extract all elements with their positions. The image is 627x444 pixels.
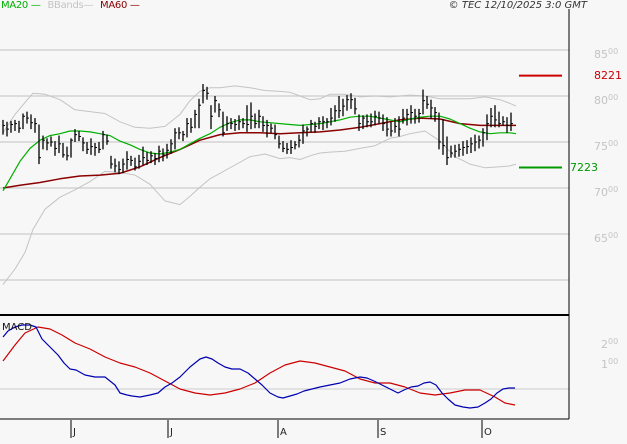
chart-legend: MA20 — BBands— MA60 — [1, 0, 144, 12]
legend-label-bbands: BBands [47, 0, 84, 11]
month-axis-label: J [170, 427, 173, 438]
price-axis-label: 6500 [594, 231, 619, 245]
legend-item-bbands: BBands— [47, 0, 93, 11]
resistance-level-label: 8221 [594, 69, 622, 82]
macd-axis-label: 100 [601, 357, 619, 371]
price-axis-label: 7000 [594, 185, 619, 199]
price-axis-label: 8500 [594, 47, 619, 61]
ma20-line [2, 115, 517, 192]
legend-swatch-ma60: — [127, 0, 140, 11]
price-axis-label: 7500 [594, 139, 619, 153]
legend-item-ma60: MA60 — [100, 0, 140, 11]
legend-item-ma20: MA20 — [1, 0, 41, 11]
bbands-lower-line [2, 130, 517, 285]
legend-label-ma60: MA60 [100, 0, 128, 11]
macd-axis-label: 200 [601, 337, 619, 351]
month-axis-label: A [280, 427, 287, 438]
legend-swatch-bbands: — [83, 0, 94, 11]
price-axis-label: 8000 [594, 93, 619, 107]
copyright-timestamp: © TEC 12/10/2025 3:0 GMT [448, 0, 587, 11]
month-axis-label: S [380, 427, 387, 438]
legend-swatch-ma20: — [28, 0, 41, 11]
ma60-line [2, 117, 516, 189]
month-axis-label: O [484, 427, 492, 438]
month-axis-label: J [73, 427, 76, 438]
macd-panel-title: MACD [2, 322, 32, 333]
bbands-upper-line [2, 85, 517, 134]
macd-line [2, 324, 515, 409]
legend-label-ma20: MA20 [1, 0, 28, 11]
macd-signal-line [2, 326, 516, 406]
support-level-label: 7223 [570, 161, 598, 174]
